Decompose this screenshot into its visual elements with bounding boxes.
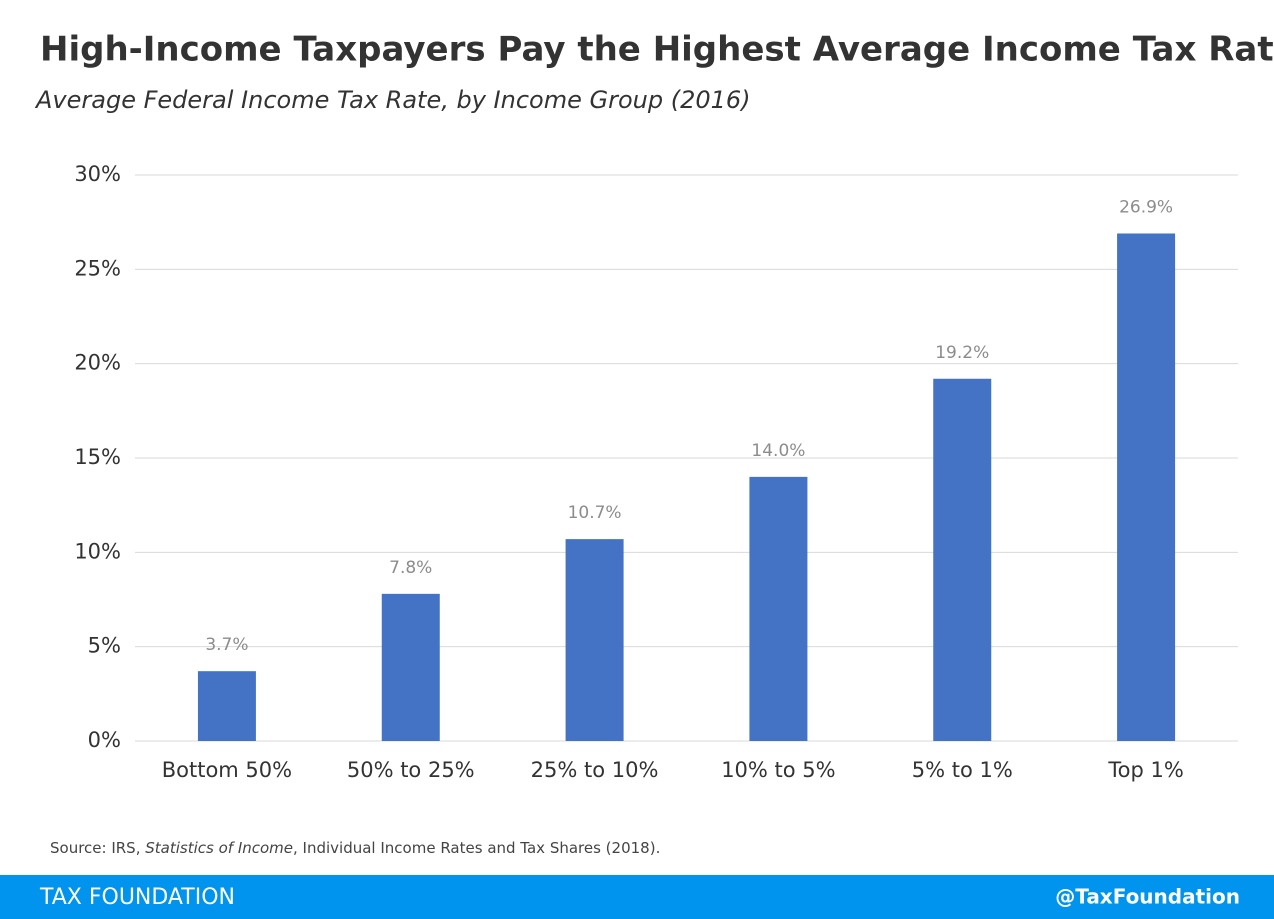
y-tick-label: 0%: [88, 728, 121, 752]
data-label: 7.8%: [389, 558, 432, 578]
footer-right: @TaxFoundation: [1055, 885, 1240, 909]
bar: [933, 378, 992, 741]
y-tick-label: 15%: [74, 445, 121, 469]
x-tick-label: 50% to 25%: [347, 758, 475, 782]
data-label: 26.9%: [1119, 197, 1173, 217]
data-label: 14.0%: [751, 441, 805, 461]
y-tick-label: 25%: [74, 256, 121, 280]
x-tick-label: 25% to 10%: [531, 758, 659, 782]
source: Source: IRS, Statistics of Income, Indiv…: [50, 839, 660, 857]
chart-title: High-Income Taxpayers Pay the Highest Av…: [40, 30, 1274, 70]
x-tick-label: Top 1%: [1107, 758, 1183, 782]
x-tick-label: 10% to 5%: [721, 758, 835, 782]
y-tick-label: 20%: [74, 351, 121, 375]
bar: [749, 476, 808, 741]
chart-subtitle: Average Federal Income Tax Rate, by Inco…: [34, 86, 751, 114]
y-tick-label: 5%: [88, 634, 121, 658]
data-label: 19.2%: [935, 343, 989, 363]
x-tick-label: Bottom 50%: [162, 758, 292, 782]
footer-bar: [0, 875, 1274, 919]
footer-left: TAX FOUNDATION: [39, 885, 235, 910]
data-label: 10.7%: [568, 503, 622, 523]
x-tick-label: 5% to 1%: [912, 758, 1013, 782]
source-part: Statistics of Income: [145, 839, 293, 857]
data-label: 3.7%: [205, 635, 248, 655]
y-tick-label: 10%: [74, 539, 121, 563]
bar: [381, 593, 440, 741]
y-tick-label: 30%: [74, 162, 121, 186]
source-part: Source: IRS,: [50, 839, 145, 857]
bar: [1117, 233, 1176, 741]
bar: [565, 539, 624, 741]
bar: [197, 671, 256, 741]
source-part: , Individual Income Rates and Tax Shares…: [293, 839, 660, 857]
